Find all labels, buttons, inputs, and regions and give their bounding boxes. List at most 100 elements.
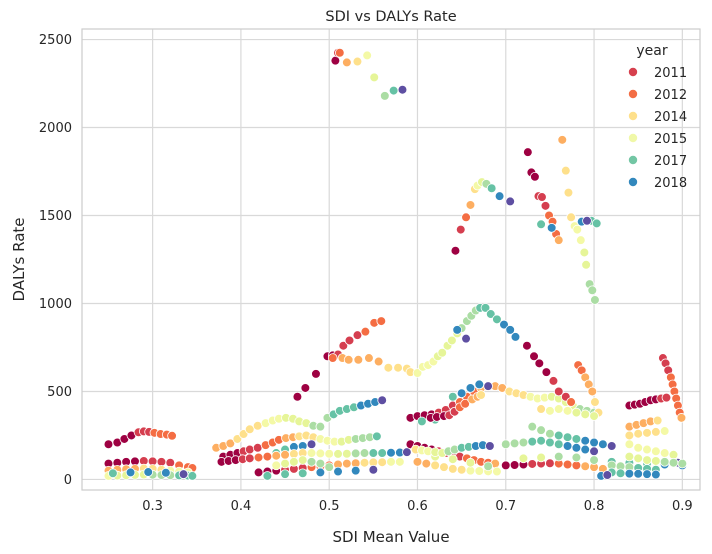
data-point [652, 415, 663, 426]
data-point [553, 404, 564, 414]
data-point [333, 466, 343, 477]
data-point [289, 457, 299, 467]
data-point [465, 200, 476, 210]
data-point [642, 469, 652, 479]
data-point [306, 457, 317, 467]
data-point [536, 404, 546, 414]
x-tick-label: 0.9 [672, 499, 693, 514]
data-point [633, 442, 643, 453]
data-point [483, 381, 493, 391]
data-point [465, 383, 476, 393]
data-point [572, 224, 583, 235]
data-point [536, 435, 546, 446]
data-point [553, 430, 564, 441]
data-point [368, 464, 379, 475]
legend-label: 2012 [654, 88, 687, 103]
data-point [369, 72, 380, 83]
data-point [659, 457, 670, 467]
data-point [461, 333, 471, 344]
data-point [536, 452, 546, 463]
data-point [253, 452, 264, 463]
data-point [579, 247, 590, 258]
data-point [668, 450, 679, 460]
data-point [342, 57, 352, 68]
data-point [500, 439, 511, 450]
data-point [252, 442, 263, 453]
data-point [624, 430, 635, 441]
data-point [271, 450, 282, 461]
data-point [386, 457, 396, 467]
data-point [232, 434, 243, 444]
data-point [633, 469, 643, 479]
data-point [376, 316, 387, 326]
data-point [253, 467, 264, 478]
x-tick-label: 0.5 [319, 499, 340, 514]
legend-label: 2015 [654, 132, 687, 147]
legend-marker [628, 89, 639, 100]
data-point [474, 466, 485, 476]
data-point [633, 453, 643, 464]
data-point [380, 91, 390, 101]
data-point [360, 326, 371, 337]
data-point [576, 235, 586, 245]
data-point [417, 416, 427, 427]
data-point [460, 398, 470, 409]
legend-marker [628, 132, 639, 143]
data-point [580, 409, 591, 420]
data-point [624, 439, 635, 450]
data-point [393, 362, 403, 373]
data-point [455, 224, 466, 235]
data-point [500, 460, 511, 471]
data-point [545, 458, 555, 469]
data-point [388, 85, 399, 96]
data-point [505, 196, 515, 207]
data-point [289, 449, 299, 459]
data-point [582, 215, 592, 226]
data-point [306, 439, 317, 450]
data-point [297, 455, 308, 465]
data-point [306, 448, 317, 458]
legend-entries: 2011 2012 2014 2015 2017 2018 [628, 66, 687, 191]
data-point [580, 461, 591, 472]
data-point [342, 448, 352, 459]
data-point [447, 391, 458, 402]
legend-label: 2011 [654, 66, 687, 81]
data-point [541, 367, 552, 377]
data-point [395, 457, 405, 467]
data-point [125, 467, 136, 478]
data-point [566, 397, 576, 407]
y-tick-label: 2000 [39, 121, 72, 136]
y-tick-label: 1500 [39, 209, 72, 224]
data-point [187, 471, 198, 481]
data-point [553, 451, 564, 462]
data-point [386, 447, 396, 458]
data-point [465, 465, 476, 476]
data-point [661, 392, 672, 403]
data-point [165, 457, 176, 468]
data-point [353, 354, 364, 365]
data-point [624, 468, 635, 479]
data-point [280, 458, 290, 469]
data-point [327, 353, 338, 363]
data-point [562, 432, 573, 443]
data-point [103, 439, 114, 450]
y-tick-label: 0 [64, 473, 72, 488]
data-point [590, 295, 600, 305]
data-point [280, 469, 290, 479]
data-point [333, 449, 343, 459]
data-point [589, 455, 599, 465]
data-point [566, 212, 576, 223]
data-point [447, 335, 457, 346]
data-point [589, 437, 599, 448]
data-point [344, 335, 355, 346]
data-point [571, 460, 582, 471]
data-point [642, 444, 652, 455]
data-point [527, 421, 538, 432]
plot-frame [81, 28, 701, 491]
data-point [480, 303, 491, 313]
data-point [315, 458, 326, 469]
data-point [334, 47, 345, 58]
data-point [225, 438, 236, 449]
data-point [262, 451, 273, 462]
